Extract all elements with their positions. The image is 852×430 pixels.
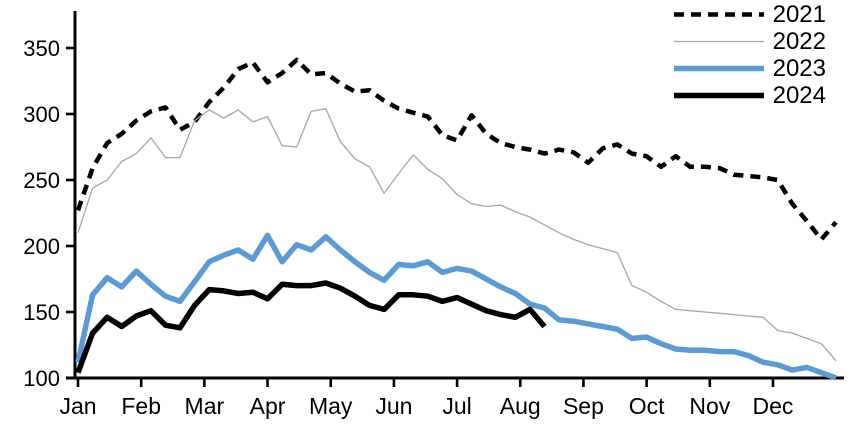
y-tick-label: 200 [23,234,60,259]
legend-item-2022: 2022 [672,28,826,55]
y-tick-label: 250 [23,168,60,193]
y-tick-label: 150 [23,300,60,325]
y-tick-label: 300 [23,102,60,127]
legend: 2021 2022 2023 2024 [672,1,826,109]
x-tick-label: Feb [121,393,161,419]
y-tick-label: 350 [23,36,60,61]
x-tick-label: Apr [250,393,286,419]
legend-item-2021: 2021 [672,1,826,28]
series-line-2023 [75,232,837,381]
legend-line-2022-icon [673,40,764,43]
x-tick-label: Oct [629,393,665,419]
x-tick-label: Jan [59,393,96,419]
series-line-2022 [77,108,837,362]
legend-item-2023: 2023 [672,55,826,82]
x-tick-label: Mar [185,393,225,419]
x-tick-label: Sep [563,393,604,419]
legend-line-2023-icon [673,65,764,72]
series-line-2021 [75,57,838,242]
legend-line-2024-icon [673,92,764,99]
legend-label-2023: 2023 [772,54,826,82]
legend-item-2024: 2024 [672,82,826,109]
x-tick-label: Dec [753,393,794,419]
series-line-2024 [75,280,547,374]
x-tick-label: Jun [375,393,412,419]
x-tick-label: May [309,393,353,419]
x-tick-label: Nov [689,393,730,419]
legend-label-2022: 2022 [772,27,826,55]
legend-label-2021: 2021 [772,0,826,28]
y-tick-label: 100 [23,366,60,391]
legend-line-2021-icon [673,12,764,17]
x-tick-label: Aug [500,393,541,419]
x-tick-label: Jul [442,393,471,419]
legend-label-2024: 2024 [772,81,826,109]
